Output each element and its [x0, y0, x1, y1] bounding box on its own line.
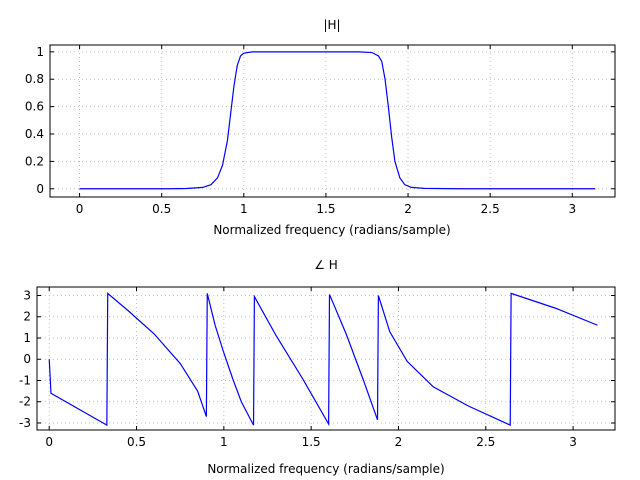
magnitude-ticks: 0 0.5 1 1.5 2 2.5 3 0 0.2 0.4 0.6 0.8 1 — [25, 45, 615, 216]
magnitude-plot: 0 0.5 1 1.5 2 2.5 3 0 0.2 0.4 0.6 0.8 1 |H| Normaliz… — [25, 18, 616, 237]
phase-y-tick-label: 1 — [23, 331, 31, 345]
phase-x-tick-label: 1.5 — [302, 435, 321, 449]
phase-x-tick-label: 2 — [395, 435, 403, 449]
phase-y-tick-label: 3 — [23, 288, 31, 302]
magnitude-y-tick-label: 0.6 — [25, 100, 44, 114]
phase-x-tick-label: 1 — [220, 435, 228, 449]
phase-y-tick-label: -2 — [19, 395, 31, 409]
phase-chart-title: ∠ H — [314, 258, 338, 272]
phase-y-tick-label: 2 — [23, 310, 31, 324]
magnitude-x-tick-label: 2 — [404, 202, 412, 216]
phase-plot-frame — [36, 286, 616, 431]
phase-y-tick-label: 0 — [23, 352, 31, 366]
phase-grid — [37, 287, 615, 430]
phase-x-tick-label: 3 — [569, 435, 577, 449]
phase-x-tick-label: 2.5 — [476, 435, 495, 449]
magnitude-grid — [50, 45, 615, 197]
magnitude-x-tick-label: 1.5 — [316, 202, 335, 216]
phase-y-tick-label: -1 — [19, 373, 31, 387]
magnitude-x-tick-label: 1 — [240, 202, 248, 216]
magnitude-y-tick-label: 0 — [36, 182, 44, 196]
magnitude-x-tick-label: 3 — [568, 202, 576, 216]
magnitude-y-tick-label: 1 — [36, 45, 44, 59]
phase-plot: 0 0.5 1 1.5 2 2.5 3 -3 -2 -1 0 1 2 3 ∠ H Normalized f… — [19, 258, 616, 476]
magnitude-y-tick-label: 0.8 — [25, 72, 44, 86]
magnitude-y-tick-label: 0.4 — [25, 127, 44, 141]
magnitude-chart-title: |H| — [323, 18, 340, 32]
phase-x-tick-label: 0 — [45, 435, 53, 449]
magnitude-series-line — [79, 51, 596, 190]
phase-ticks: 0 0.5 1 1.5 2 2.5 3 -3 -2 -1 0 1 2 3 — [19, 287, 615, 449]
magnitude-plot-frame — [49, 44, 616, 198]
phase-x-tick-label: 0.5 — [127, 435, 146, 449]
magnitude-x-axis-label: Normalized frequency (radians/sample) — [213, 223, 450, 237]
phase-x-axis-label: Normalized frequency (radians/sample) — [207, 462, 444, 476]
phase-series-line — [48, 292, 598, 427]
phase-y-tick-label: -3 — [19, 416, 31, 430]
magnitude-y-tick-label: 0.2 — [25, 154, 44, 168]
magnitude-x-tick-label: 0 — [76, 202, 84, 216]
magnitude-x-tick-label: 0.5 — [152, 202, 171, 216]
magnitude-x-tick-label: 2.5 — [481, 202, 500, 216]
